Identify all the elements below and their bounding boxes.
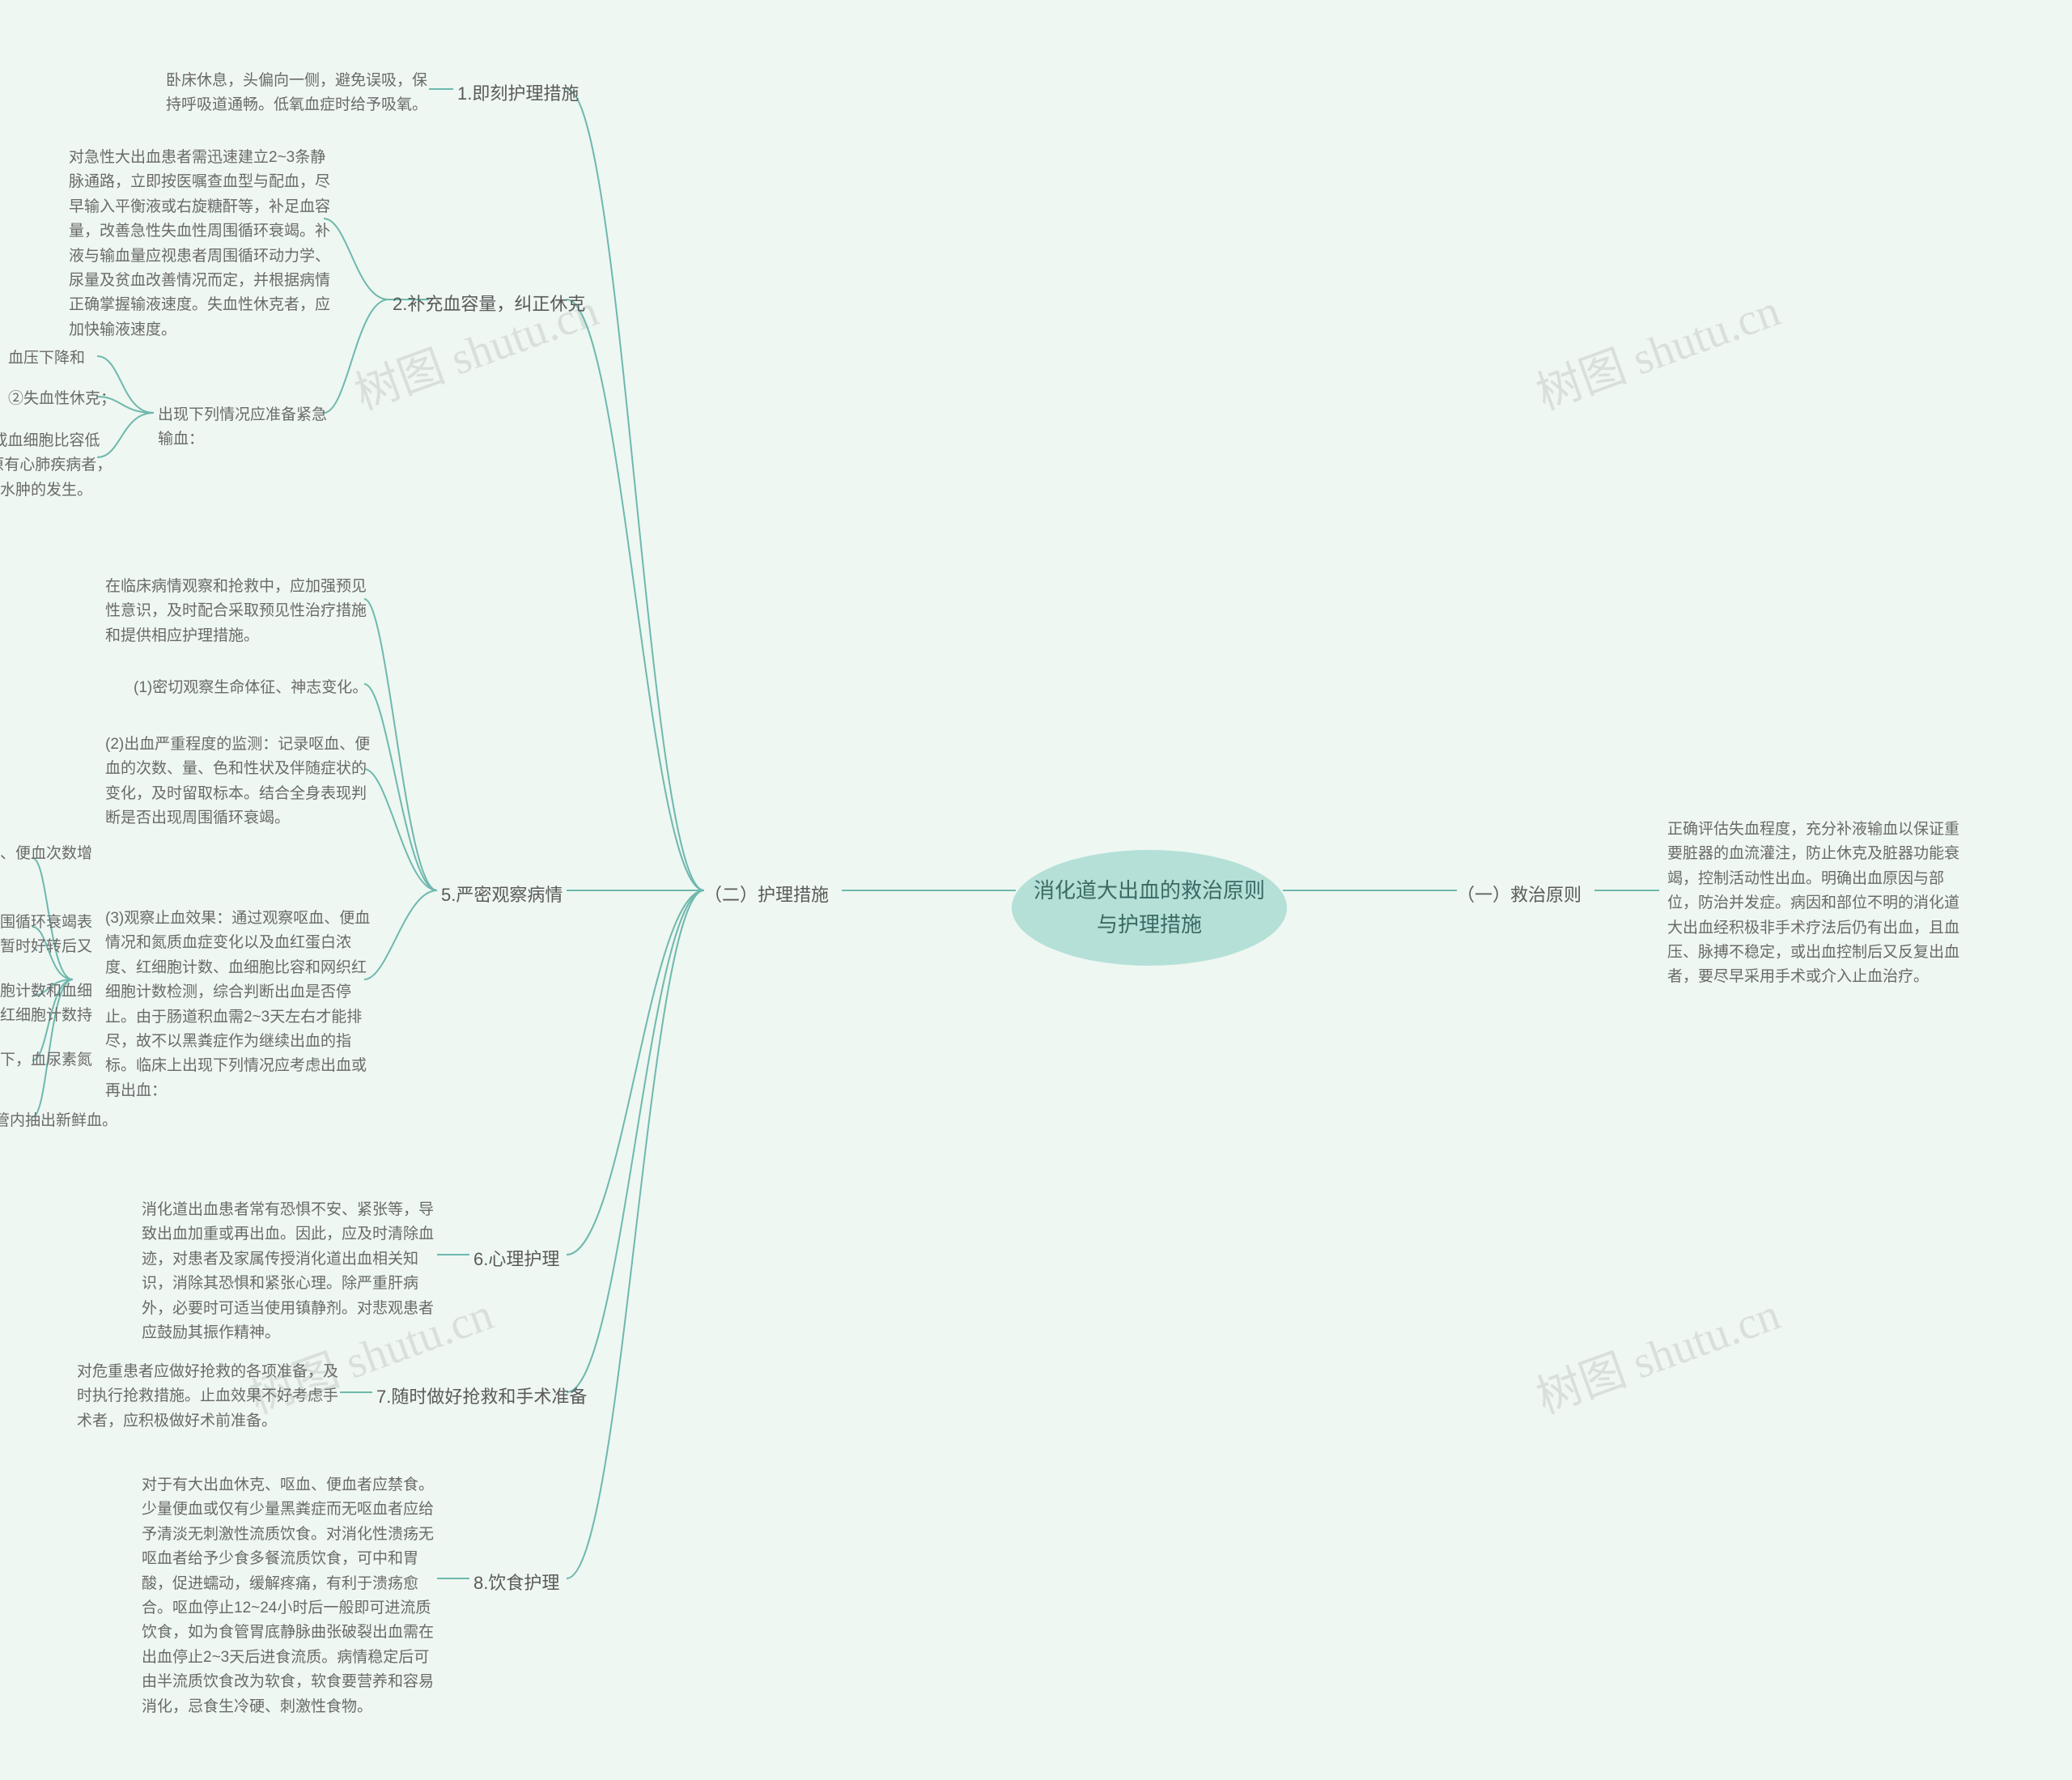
mindmap-canvas: 树图 shutu.cn 树图 shutu.cn 树图 shutu.cn 树图 s… — [0, 0, 2072, 1780]
item-8-key: 8.饮食护理 — [473, 1569, 559, 1597]
root-title-line1: 消化道大出血的救治原则 — [1028, 874, 1271, 908]
item-5-key: 5.严密观察病情 — [441, 881, 563, 909]
item-7-content: 对危重患者应做好抢救的各项准备，及时执行抢救措施。止血效果不好考虑手术者，应积极… — [77, 1360, 344, 1434]
root-node: 消化道大出血的救治原则 与护理措施 — [1012, 850, 1287, 966]
item-5-bullet-2: ③血红蛋白浓度、红细胞计数和血细胞比容继续下降，网织红细胞计数持续升高。 — [0, 979, 97, 1053]
item-5-bullet-1: ②经充分补液输血后周围循环衰竭表现仍未见明显改善，或暂时好转后又恶化。 — [0, 911, 97, 984]
item-5-intro: 在临床病情观察和抢救中，应加强预见性意识，及时配合采取预见性治疗措施和提供相应护… — [105, 575, 372, 648]
watermark: 树图 shutu.cn — [1526, 1278, 1788, 1427]
item-5-point-2: (3)观察止血效果：通过观察呕血、便血情况和氮质血症变化以及血红蛋白浓度、红细胞… — [105, 907, 372, 1103]
item-5-bullet-0: ①反复呕血，或黑粪症、便血次数增多伴肠鸣音亢进。 — [0, 842, 97, 891]
branch-right-label: （一）救治原则 — [1457, 881, 1582, 909]
item-2-sub-bullet-1: ②失血性休克； — [8, 387, 121, 411]
item-2-sub-key: 出现下列情况应准备紧急输血： — [158, 403, 336, 452]
branch-left-label: （二）护理措施 — [704, 881, 829, 909]
item-1-key: 1.即刻护理措施 — [457, 79, 579, 108]
item-5-bullet-4: ⑤胃管内抽出新鲜血。 — [0, 1109, 125, 1133]
root-title-line2: 与护理措施 — [1028, 908, 1271, 942]
item-1-content: 卧床休息，头偏向一侧，避免误吸，保持呼吸道通畅。低氧血症时给予吸氧。 — [166, 69, 433, 118]
item-5-bullet-3: ④补液和尿量足够情况下，血尿素氮持续或再次升高。 — [0, 1048, 97, 1098]
item-2-sub-bullet-2: ③血红蛋白低于70g/L或血细胞比容低于25%.但对老年人或原有心肺疾病者，不宜… — [0, 429, 113, 503]
item-5-point-1: (2)出血严重程度的监测：记录呕血、便血的次数、量、色和性状及伴随症状的变化，及… — [105, 733, 372, 831]
item-6-key: 6.心理护理 — [473, 1245, 559, 1273]
item-5-point-0: (1)密切观察生命体征、神志变化。 — [134, 676, 367, 700]
watermark: 树图 shutu.cn — [1526, 274, 1788, 423]
item-8-content: 对于有大出血休克、呕血、便血者应禁食。少量便血或仅有少量黑粪症而无呕血者应给予清… — [142, 1473, 441, 1719]
item-2-key: 2.补充血容量，纠正休克 — [393, 290, 585, 318]
item-7-key: 7.随时做好抢救和手术准备 — [376, 1383, 587, 1411]
branch-right-content: 正确评估失血程度，充分补液输血以保证重要脏器的血流灌注，防止休克及脏器功能衰竭，… — [1667, 818, 1967, 990]
item-6-content: 消化道出血患者常有恐惧不安、紧张等，导致出血加重或再出血。因此，应及时清除血迹，… — [142, 1198, 441, 1345]
item-2-content: 对急性大出血患者需迅速建立2~3条静脉通路，立即按医嘱查血型与配血，尽早输入平衡… — [69, 146, 336, 342]
